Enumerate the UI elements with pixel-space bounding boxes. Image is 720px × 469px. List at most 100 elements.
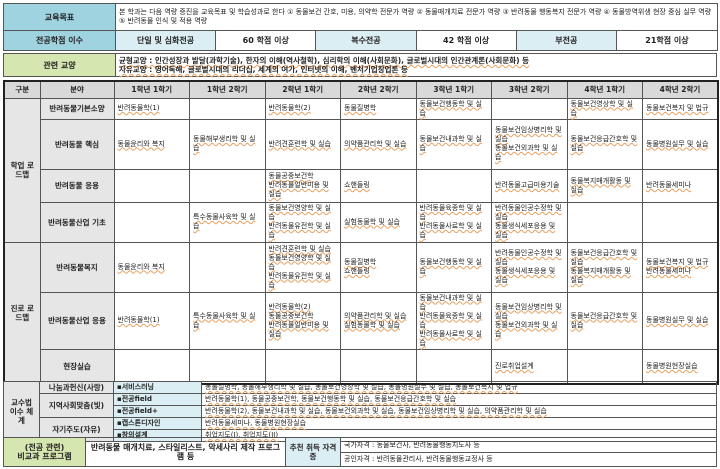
course-name: 동물보건행동학 및 실습 (419, 258, 482, 275)
course-name: 반려동물육종학 및 실습 (419, 204, 482, 221)
header-cell: 4학년 1학기 (566, 80, 643, 99)
course-name: 동물보건영상학 및 실습 (570, 99, 633, 117)
field-label: 현장실습 (39, 348, 115, 385)
course-cell: 동물보건내과학 및 실습 반려동물육종학 및 실습 반려동물사료학 및 실습 (415, 291, 492, 350)
field-label: 반려동물 핵심 (39, 118, 115, 170)
roadmap-row: 현장실습 진로취업설계 동물병원현장실습 (4, 348, 719, 385)
credit-minor-label: 부전공 (516, 31, 617, 50)
course-name: 의약품관리학 및 실습 (344, 139, 407, 148)
credit-double-label: 복수전공 (316, 31, 417, 50)
roadmap-row: 진로 로드맵 반려동물복지 동물윤리와 복지 반려견훈련학 및 실습 동물보건영양학 및… (3, 241, 719, 385)
course-name: 동물보건복지 및 법규 (646, 258, 709, 266)
course-cell: 동물해부생리학 및 실습 (189, 118, 266, 170)
teaching-courses: 동물질병학, 동물해부생리학 및 실습, 동물보건영상학 및 실습, 동물병원실… (201, 381, 717, 394)
extra-label-line: 비교과 프로그램 (17, 452, 72, 461)
course-cell: 동물윤리와 복지 (113, 241, 190, 293)
header-cell: 2학년 2학기 (340, 80, 417, 99)
extra-table: (전공 관련) 비교과 프로그램 반려동물 매개치료, 스타일리스트, 악세사리 … (3, 437, 717, 467)
course-cell: 의약품관리학 및 실습 실험동물학 및 실습 (340, 291, 417, 350)
course-name: 동물보건복지 및 법규 (646, 104, 709, 112)
course-name: 동물복지매개활동 및 실습 (570, 176, 631, 194)
extra-label: (전공 관련) 비교과 프로그램 (3, 437, 86, 467)
field-label: 반려동물산업 기초 (39, 201, 115, 243)
course-name: 반려동물세미나 (646, 181, 692, 189)
course-name: 반려동물학(1) (117, 316, 160, 324)
course-cell: 동물보건임상병리학 및 실습 동물보건외과학 및 실습 (491, 291, 568, 350)
liberal-line: 균형교양 : 인간성장과 발달(과학기술), 한자의 이해(역사철학), 심리학… (119, 56, 530, 65)
header-cell: 3학년 1학기 (415, 80, 492, 99)
course-name: 반려견훈련학 및 실습 (268, 139, 331, 148)
course-cell: 동물보건복지 및 법규 (642, 97, 719, 120)
course-cell: 반려견훈련학 및 실습 동물보건영양학 및 실습 반려동물유전학 및 실습 (264, 241, 341, 293)
course-cell: 반려동물고급미용기술 (491, 168, 568, 203)
roadmap-row: 반려동물 핵심 동물윤리와 복지 동물해부생리학 및 실습 반려견훈련학 및 실습 의약… (4, 118, 719, 170)
course-name: 반려동물육종학 및 실습 (419, 311, 482, 329)
course-name: 동물보건내과학 및 실습 (419, 135, 482, 152)
course-cell: 동물보건영양학 및 실습 반려동물유전학 및 실습 (264, 201, 341, 243)
header-cell: 구분 (3, 80, 41, 99)
course-cell: 동물복지매개활동 및 실습 (566, 168, 643, 203)
course-cell: 동물보건복지 및 법규 반려동물세미나 (642, 241, 719, 293)
extra-label-line: (전공 관련) (24, 443, 65, 452)
course-name: 동물보건임상병리학 및 실습 (495, 126, 562, 143)
course-cell: 진로취업설계 (491, 348, 568, 385)
credit-major-value: 60 학점 이상 (216, 31, 317, 50)
course-cell: 동물병원실무 및 실습 (642, 291, 719, 350)
header-cell: 1학년 2학기 (189, 80, 266, 99)
course-cell: 의약품관리학 및 실습 (340, 118, 417, 170)
course-name: 동물병원실무 및 실습 (646, 139, 709, 148)
teaching-method: ▪전공field+ (113, 405, 202, 418)
course-cell: 동물윤리와 복지 (113, 118, 190, 170)
course-name: 동물윤리와 복지 (117, 139, 165, 148)
course-cell (113, 201, 190, 243)
course-name: 동물병원실무 및 실습 (646, 316, 709, 324)
teaching-table: 교수법 이수 체계 나눔과헌신(사랑) ▪서비스러닝 동물질병학, 동물해부생리학 및… (3, 381, 717, 442)
course-cell: 동물공중보건학 반려동물일반미용 및 실습 (264, 168, 341, 203)
liberal-label: 관련 교양 (3, 53, 116, 77)
course-cell (566, 348, 643, 385)
course-name: 실험동물학 및 실습 (344, 217, 400, 226)
group-label: 학업 로드맵 (3, 97, 41, 243)
course-cell: 쇼핸들링 (340, 168, 417, 203)
course-cell: 실험동물학 및 실습 (340, 201, 417, 243)
course-name: 동물보건영양학 및 실습 (268, 204, 331, 221)
course-cell: 동물보건내과학 및 실습 (415, 118, 492, 170)
header-cell: 3학년 2학기 (491, 80, 568, 99)
field-label: 반려동물복지 (39, 241, 115, 293)
course-name: 동물윤리와 복지 (117, 262, 165, 271)
course-cell: 반려동물세미나 (642, 168, 719, 203)
roadmap-row: 반려동물산업 기초 특수동물사육학 및 실습 동물보건영양학 및 실습 반려동물유전학… (4, 201, 719, 243)
course-name: 진로취업설계 (495, 361, 534, 370)
course-name: 동물보건응급간호학 및 실습 (570, 135, 638, 152)
header-cell: 분야 (39, 80, 115, 99)
course-name: 반려동물인공수정학 및 실습 (495, 204, 562, 221)
course-cell (642, 201, 719, 243)
course-name: 동물복지매개활동 및 실습 (570, 267, 631, 284)
course-name: 동물보건내과학 및 실습 (419, 293, 482, 311)
course-name: 동물보건영양학 및 실습 (268, 253, 331, 271)
course-cell: 반려동물학(1) (113, 97, 190, 120)
cert-label: 추천 취득 자격증 (285, 437, 341, 467)
course-cell: 반려동물학(1) (113, 291, 190, 350)
course-name: 동물보건응급간호학 및 실습 (570, 311, 638, 329)
header-cell: 2학년 1학기 (264, 80, 341, 99)
course-name: 반려동물고급미용기술 (495, 181, 560, 189)
course-cell (189, 168, 266, 203)
course-name: 특수동물사육학 및 실습 (193, 213, 256, 230)
course-name: 반려동물유전학 및 실습 (268, 222, 331, 239)
course-name: 동물보건임상병리학 및 실습 (495, 302, 562, 320)
course-name: 반려동물사료학 및 실습 (419, 222, 482, 239)
field-label: 반려동물산업 응용 (39, 291, 115, 350)
course-cell (491, 97, 568, 120)
credit-double-value: 42 학점 이상 (417, 31, 517, 50)
course-name: 동물병원현장실습 (646, 361, 698, 370)
extra-programs: 반려동물 매개치료, 스타일리스트, 악세사리 제작 프로그램 등 (85, 437, 286, 467)
course-name: 동물보건외과학 및 실습 (495, 144, 558, 161)
course-cell: 동물보건행동학 및 실습 (415, 241, 492, 293)
course-name: 반려동물학(2) (268, 302, 311, 311)
course-cell: 동물보건응급간호학 및 실습 (566, 118, 643, 170)
course-name: 반려견훈련학 및 실습 (268, 244, 331, 253)
course-name: 동물해부생리학 및 실습 (193, 135, 256, 152)
liberal-line: 자유교양 : 영어독해, 글로벌시대의 리더십, 세계의 여가, 인터넷의 이해… (119, 65, 408, 74)
course-cell: 반려동물학(2) (264, 97, 341, 120)
